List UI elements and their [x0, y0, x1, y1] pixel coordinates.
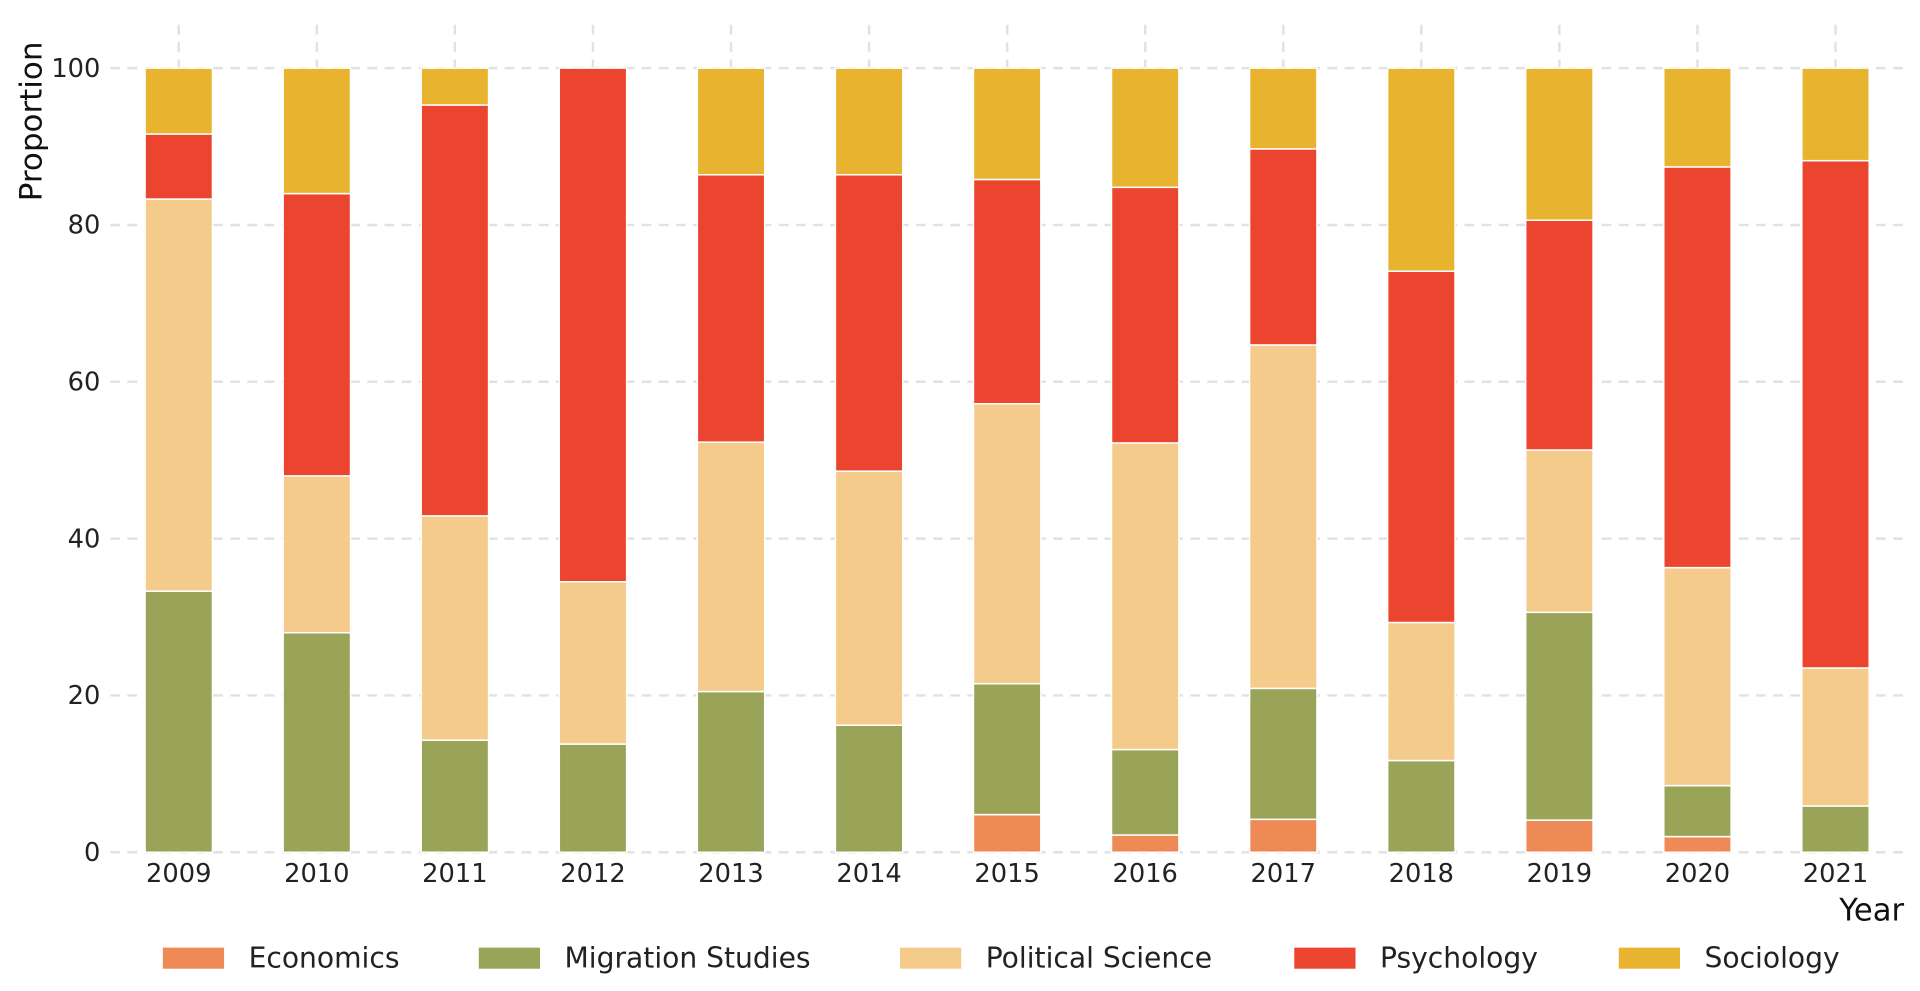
y-tick-label: 100 — [51, 54, 100, 84]
x-tick-label: 2017 — [1251, 859, 1316, 889]
bar-segment-migration-studies — [1663, 784, 1732, 838]
bar-segment-political-science — [834, 470, 904, 726]
legend-swatch — [478, 947, 540, 969]
bar-segment-sociology — [1524, 67, 1594, 221]
y-tick-label: 60 — [68, 367, 101, 397]
bar-segment-migration-studies — [834, 724, 904, 854]
y-tick-label: 20 — [68, 681, 101, 711]
bars — [144, 67, 1870, 854]
bar-segment-psychology — [834, 174, 904, 472]
bar-segment-political-science — [696, 441, 766, 693]
legend-swatch — [162, 947, 225, 969]
bar-segment-migration-studies — [144, 590, 214, 854]
x-tick-label: 2013 — [698, 859, 763, 889]
bar-segment-sociology — [1110, 67, 1180, 189]
x-axis-title: Year — [1838, 892, 1904, 928]
bar-segment-migration-studies — [972, 682, 1042, 816]
bar-segment-psychology — [972, 178, 1042, 405]
bar-segment-psychology — [420, 104, 490, 517]
bar-segment-migration-studies — [1524, 611, 1594, 821]
legend-swatch — [1294, 947, 1356, 969]
bar-segment-sociology — [834, 67, 904, 176]
bar-segment-psychology — [1248, 148, 1318, 346]
bar-segment-political-science — [1801, 667, 1870, 807]
x-tick-label: 2018 — [1389, 859, 1454, 889]
bar-segment-migration-studies — [1110, 748, 1180, 836]
x-tick-label: 2009 — [146, 859, 211, 889]
bar-segment-migration-studies — [1386, 759, 1456, 854]
bar-segment-political-science — [558, 580, 628, 745]
bar-segment-sociology — [282, 67, 352, 195]
bar-segment-political-science — [1110, 442, 1180, 751]
bar-segment-psychology — [144, 133, 214, 200]
legend-swatch — [900, 947, 962, 969]
bar-segment-political-science — [1386, 621, 1456, 762]
bar-segment-psychology — [282, 192, 352, 477]
bar-segment-political-science — [1663, 566, 1732, 787]
x-tick-label: 2012 — [560, 859, 625, 889]
x-tick-labels: 2009 2010 2011 2012 2013 2014 2015 2016 2017 2018… — [146, 859, 1868, 889]
x-tick-label: 2010 — [284, 859, 349, 889]
bar-segment-psychology — [558, 67, 628, 583]
bar-segment-economics — [1248, 818, 1318, 854]
bar-segment-political-science — [144, 198, 214, 592]
x-tick-label: 2016 — [1112, 859, 1177, 889]
bar-segment-migration-studies — [558, 743, 628, 854]
bar-segment-psychology — [696, 174, 766, 443]
x-tick-label: 2014 — [836, 859, 901, 889]
bar-segment-political-science — [420, 515, 490, 741]
bar-segment-sociology — [1248, 67, 1318, 150]
bar-segment-sociology — [1801, 67, 1870, 162]
bar-segment-migration-studies — [1248, 687, 1318, 821]
y-tick-labels: 0 20 40 60 80 100 — [51, 54, 100, 868]
y-tick-label: 40 — [68, 524, 101, 554]
bar-segment-sociology — [144, 67, 214, 135]
bar-segment-sociology — [972, 67, 1042, 181]
bar-segment-political-science — [1248, 344, 1318, 690]
legend-label: Migration Studies — [564, 941, 810, 974]
bar-segment-economics — [1110, 834, 1180, 854]
bar-segment-psychology — [1663, 166, 1732, 569]
bar-segment-sociology — [420, 67, 490, 106]
bar-segment-political-science — [282, 475, 352, 634]
bar-segment-psychology — [1386, 270, 1456, 624]
legend-label: Economics — [249, 941, 400, 974]
x-tick-label: 2021 — [1803, 859, 1868, 889]
legend-label: Psychology — [1380, 941, 1538, 974]
x-tick-label: 2019 — [1527, 859, 1592, 889]
bar-segment-migration-studies — [282, 631, 352, 854]
y-axis-title: Proportion — [14, 42, 50, 202]
bar-segment-psychology — [1110, 186, 1180, 444]
bar-segment-economics — [1524, 819, 1594, 854]
bar-segment-political-science — [1524, 449, 1594, 614]
legend-swatch — [1618, 947, 1680, 969]
bar-segment-political-science — [972, 402, 1042, 685]
bar-segment-sociology — [1663, 67, 1732, 168]
legend: Economics Migration Studies Political Scie… — [162, 941, 1840, 975]
bar-segment-sociology — [696, 67, 766, 176]
bar-segment-migration-studies — [696, 690, 766, 854]
x-tick-label: 2020 — [1665, 859, 1730, 889]
y-tick-label: 0 — [84, 838, 100, 868]
bar-segment-sociology — [1386, 67, 1456, 272]
bar-segment-psychology — [1801, 159, 1870, 669]
legend-label: Political Science — [986, 941, 1212, 974]
x-tick-label: 2015 — [974, 859, 1039, 889]
bar-segment-psychology — [1524, 219, 1594, 451]
x-tick-label: 2011 — [422, 859, 487, 889]
bar-segment-economics — [972, 813, 1042, 854]
bar-segment-migration-studies — [1801, 805, 1870, 854]
bar-segment-migration-studies — [420, 739, 490, 854]
legend-label: Sociology — [1704, 941, 1839, 974]
y-tick-label: 80 — [68, 210, 101, 240]
bar-segment-economics — [1663, 835, 1732, 854]
